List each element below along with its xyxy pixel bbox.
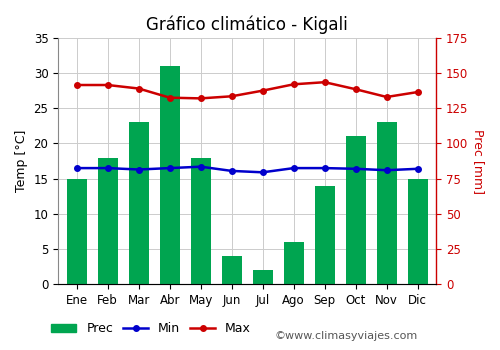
Bar: [98, 158, 118, 284]
Bar: [376, 122, 396, 284]
Bar: [222, 256, 242, 284]
Y-axis label: Temp [°C]: Temp [°C]: [15, 130, 28, 192]
Bar: [314, 186, 334, 284]
Legend: Prec, Min, Max: Prec, Min, Max: [46, 317, 256, 340]
Bar: [408, 178, 428, 284]
Title: Gráfico climático - Kigali: Gráfico climático - Kigali: [146, 15, 348, 34]
Bar: [346, 136, 366, 284]
Bar: [284, 242, 304, 284]
Bar: [128, 122, 149, 284]
Bar: [66, 178, 87, 284]
Y-axis label: Prec [mm]: Prec [mm]: [472, 128, 485, 194]
Bar: [160, 66, 180, 284]
Bar: [190, 158, 211, 284]
Bar: [252, 270, 273, 284]
Text: ©www.climasyviajes.com: ©www.climasyviajes.com: [275, 331, 418, 341]
